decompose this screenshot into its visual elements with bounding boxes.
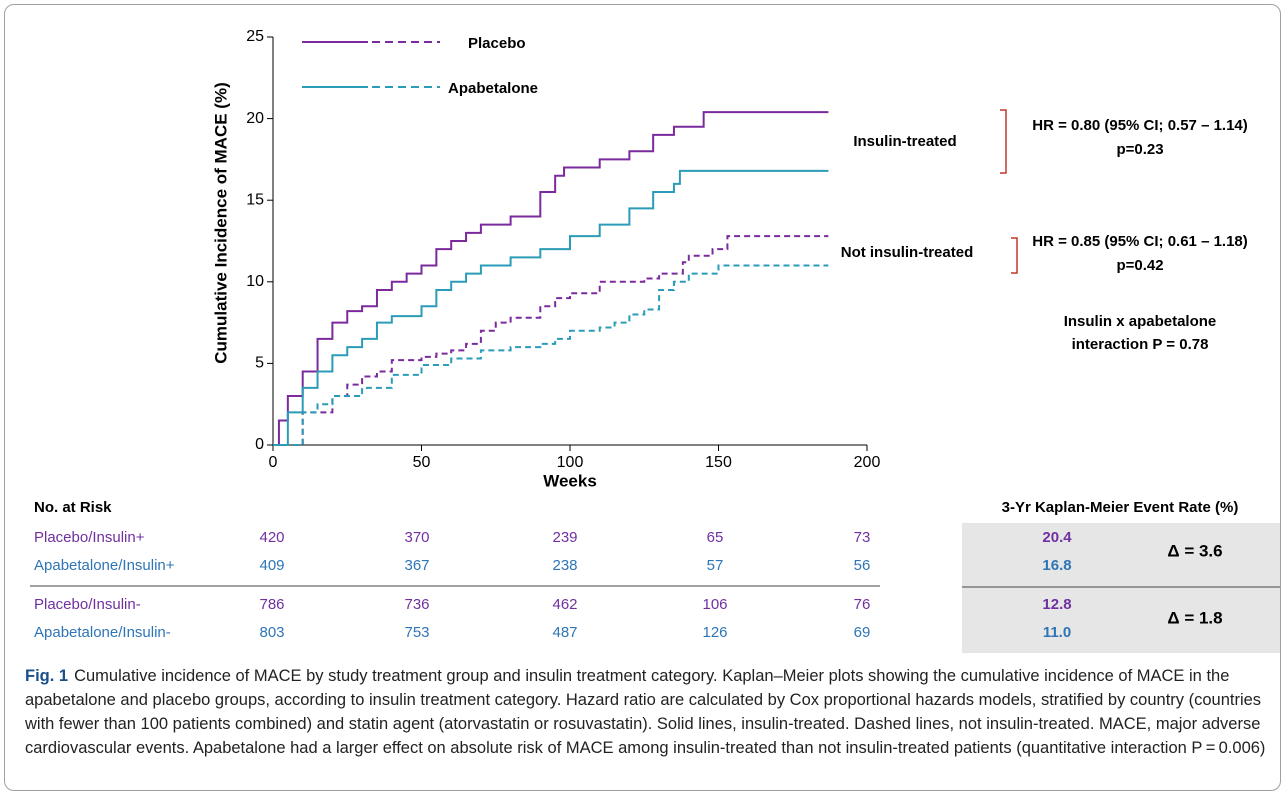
risk-count: 126 [702,624,727,641]
risk-count: 76 [854,596,871,613]
risk-count: 462 [552,596,577,613]
event-rate-box [962,523,1280,653]
row-label: Apabetalone/Insulin+ [34,557,175,574]
risk-count: 753 [404,624,429,641]
risk-count: 786 [259,596,284,613]
figure-frame [4,4,1281,791]
chart: Cumulative Incidence of MACE (%) Weeks I… [30,28,1280,653]
event-rate: 12.8 [1042,596,1071,613]
y-tick-label: 5 [255,355,264,372]
risk-count: 736 [404,596,429,613]
km-curve [273,111,829,446]
annotation: interaction P = 0.78 [1072,336,1209,353]
event-rate: 11.0 [1043,624,1071,641]
risk-count: 370 [404,529,429,546]
annotation: HR = 0.85 (95% CI; 0.61 – 1.18) [1032,233,1248,250]
annotation: Insulin-treated [853,133,956,150]
risk-count: 65 [707,529,724,546]
row-label: Placebo/Insulin+ [34,529,145,546]
event-rate-title: 3-Yr Kaplan-Meier Event Rate (%) [1002,499,1239,516]
event-rate: 20.4 [1042,529,1072,546]
annotation: p=0.42 [1116,257,1163,274]
km-curve [273,235,829,446]
x-tick-label: 150 [705,454,732,471]
caption-label: Fig. 1 [25,667,69,685]
x-tick-label: 200 [854,454,881,471]
caption: Fig. 1 Cumulative incidence of MACE by st… [25,664,1275,760]
legend-label: Placebo [468,35,526,52]
row-label: Apabetalone/Insulin- [34,624,171,641]
legend-label: Apabetalone [448,80,538,97]
risk-count: 239 [552,529,577,546]
annotation: Not insulin-treated [841,244,974,261]
risk-count: 367 [404,557,429,574]
event-rate-delta: Δ = 3.6 [1167,541,1222,560]
bracket [1000,109,1007,174]
risk-count: 106 [702,596,727,613]
x-tick-label: 0 [269,454,278,471]
event-rate: 16.8 [1042,557,1071,574]
table-title: No. at Risk [34,499,112,516]
y-tick-label: 0 [255,436,264,453]
km-curve [273,169,829,446]
y-tick-label: 25 [246,28,264,45]
bracket [1011,237,1018,274]
y-axis-label: Cumulative Incidence of MACE (%) [211,82,230,363]
caption-text: Cumulative incidence of MACE by study tr… [25,667,1266,757]
risk-count: 57 [707,557,724,574]
risk-count: 420 [259,529,284,546]
risk-count: 238 [552,557,577,574]
row-label: Placebo/Insulin- [34,596,141,613]
km-curve [273,264,829,446]
risk-count: 803 [259,624,284,641]
y-tick-label: 10 [246,273,264,290]
x-tick-label: 100 [557,454,584,471]
y-tick-label: 15 [246,191,264,208]
x-axis-label: Weeks [543,471,597,490]
annotation: Insulin x apabetalone [1064,313,1217,330]
risk-count: 73 [854,529,871,546]
risk-count: 56 [854,557,871,574]
risk-count: 69 [854,624,871,641]
event-rate-delta: Δ = 1.8 [1167,608,1222,627]
risk-count: 409 [259,557,284,574]
annotation: p=0.23 [1116,141,1163,158]
y-tick-label: 20 [246,110,264,127]
risk-count: 487 [552,624,577,641]
annotation: HR = 0.80 (95% CI; 0.57 – 1.14) [1032,117,1248,134]
x-tick-label: 50 [413,454,431,471]
